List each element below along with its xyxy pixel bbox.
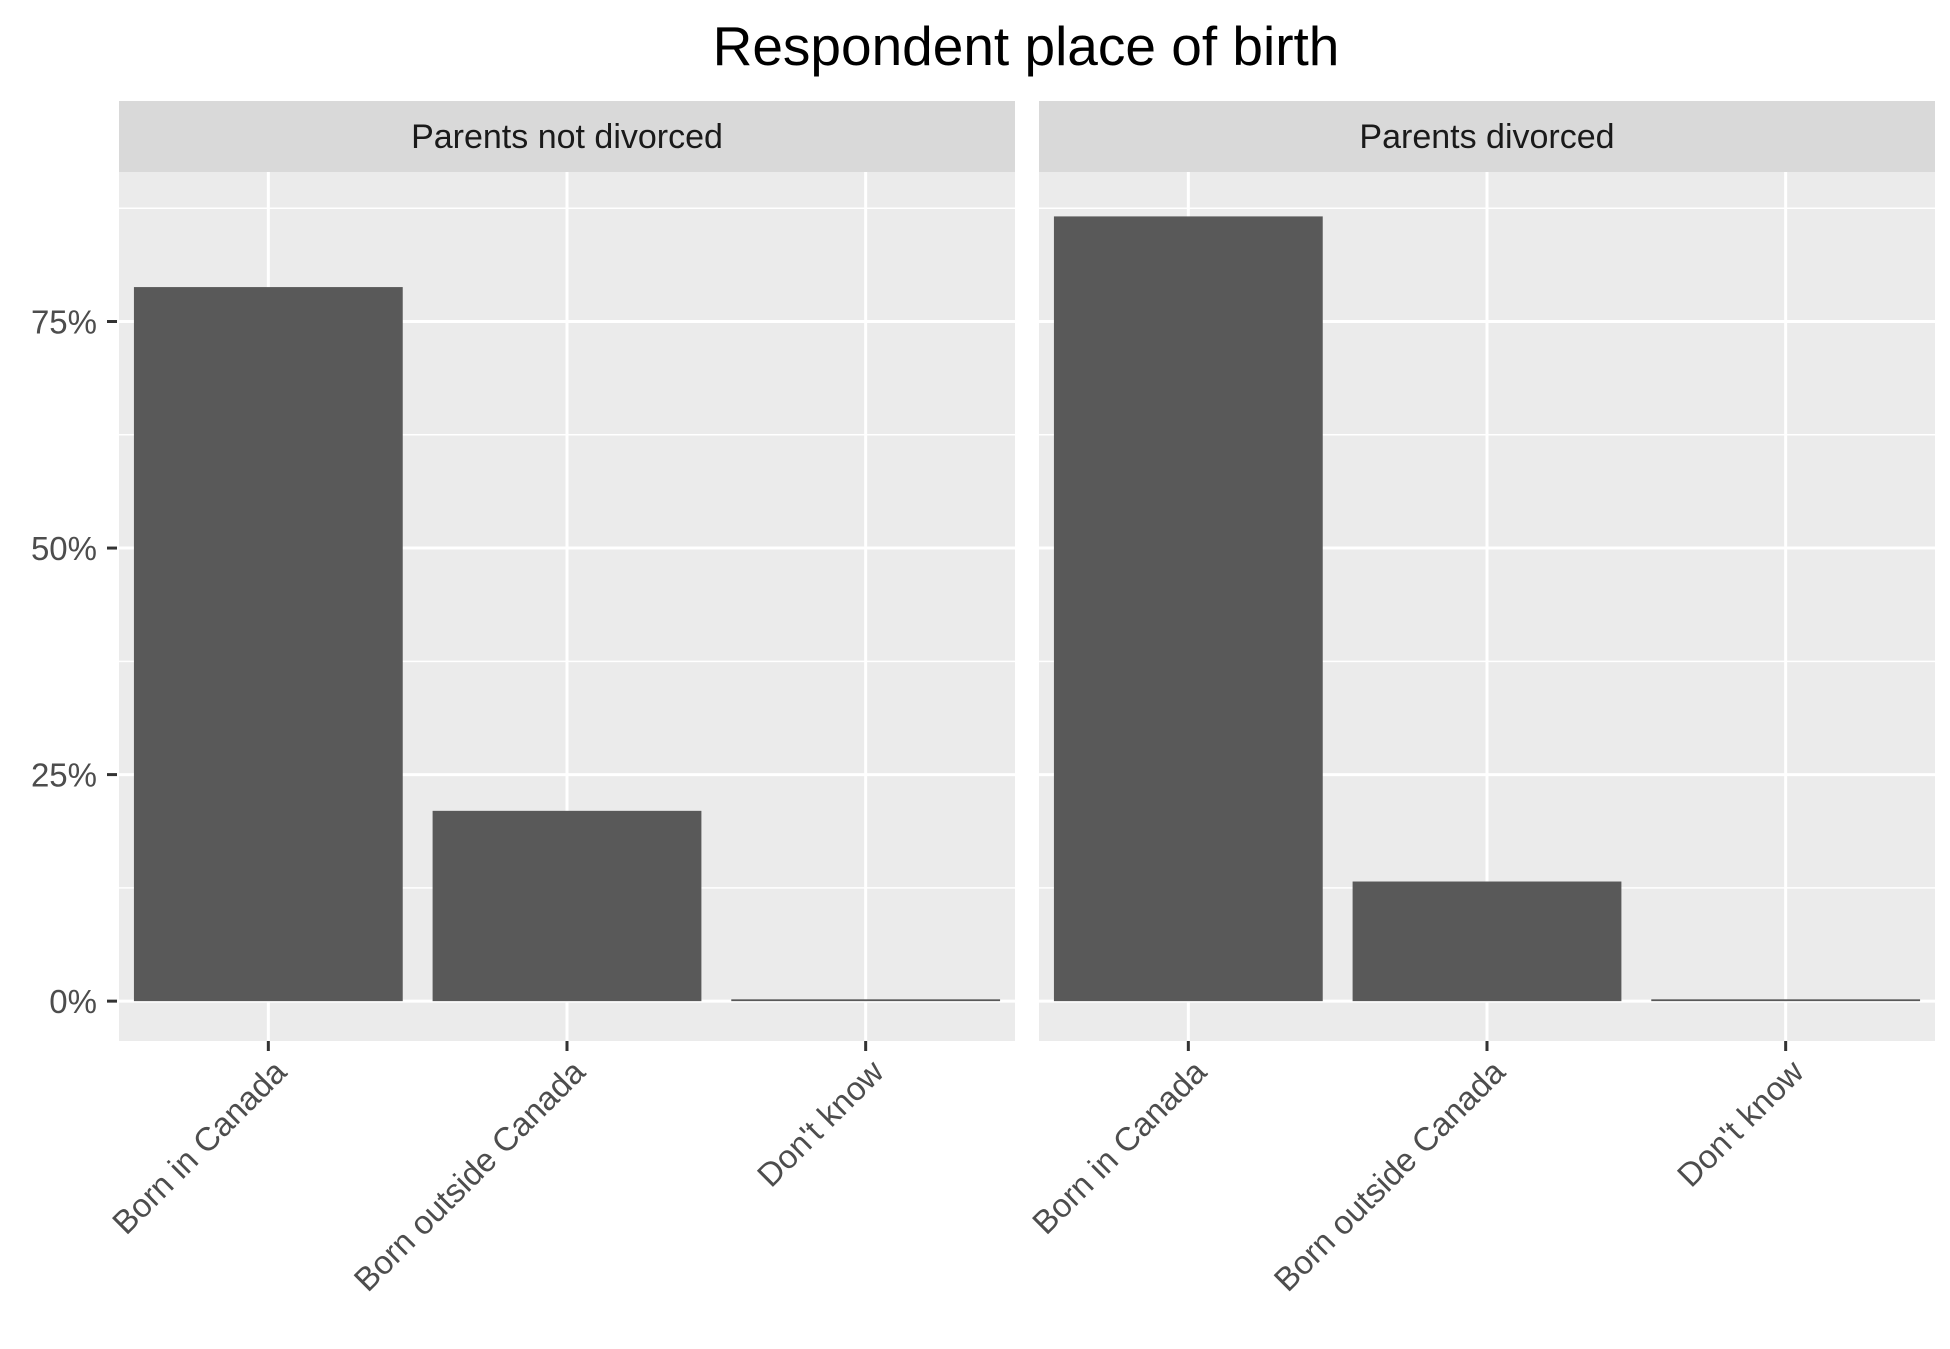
facet-panel-parents-divorced: Parents divorced Born in Canada Born outs… [1025, 101, 1935, 1298]
x-tick-label: Don't know [750, 1053, 891, 1194]
bar-born-outside-canada [1352, 881, 1622, 1002]
strip-background [119, 101, 1015, 172]
chart-title: Respondent place of birth [713, 15, 1340, 77]
x-tick-label: Don't know [1670, 1053, 1811, 1194]
facet-panel-parents-not-divorced: Parents not divorced Born in Canada Born … [105, 101, 1015, 1298]
x-tick-label: Born in Canada [1025, 1052, 1214, 1241]
y-tick-label: 25% [31, 757, 97, 794]
strip-background [1039, 101, 1935, 172]
bar-don-t-know [1651, 999, 1921, 1002]
x-tick-label: Born in Canada [105, 1052, 294, 1241]
x-tick-label: Born outside Canada [1267, 1052, 1513, 1298]
bar-don-t-know [731, 999, 1001, 1002]
y-tick-label: 0% [49, 983, 97, 1020]
bar-born-outside-canada [432, 810, 702, 1002]
facet-strip-label: Parents not divorced [411, 118, 723, 156]
x-tick-label: Born outside Canada [347, 1052, 593, 1298]
y-axis: 0% 25% 50% 75% [31, 304, 117, 1020]
bar-born-in-canada [1053, 216, 1323, 1002]
y-tick-label: 50% [31, 530, 97, 567]
facet-strip-label: Parents divorced [1359, 118, 1614, 156]
bar-born-in-canada [133, 287, 403, 1002]
y-tick-label: 75% [31, 304, 97, 341]
